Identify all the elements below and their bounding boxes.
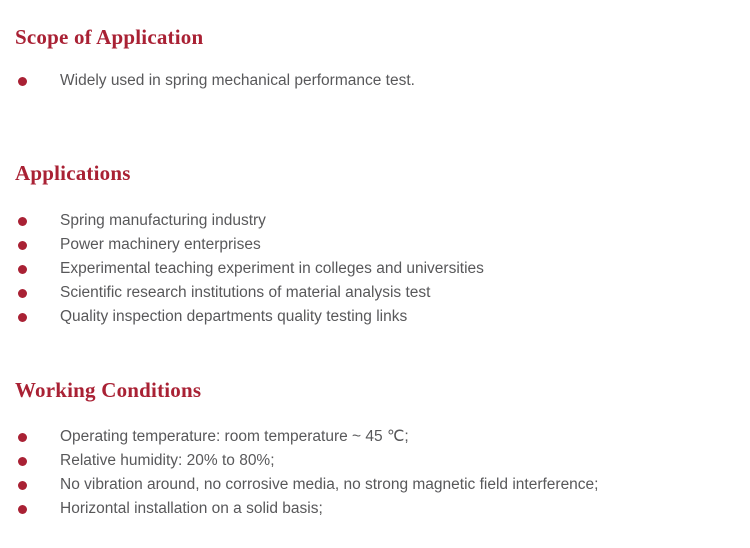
- section-heading-applications: Applications: [15, 161, 131, 185]
- bullet-dot-icon: [18, 312, 27, 322]
- bullet-dot-icon: [18, 240, 27, 250]
- list-item-text: Scientific research institutions of mate…: [60, 284, 431, 301]
- section-working-conditions: Working Conditions Operating temperature…: [15, 378, 730, 521]
- bullet-dot-icon: [18, 76, 27, 86]
- bullet-dot-icon: [18, 432, 27, 442]
- list-item: Horizontal installation on a solid basis…: [15, 497, 730, 521]
- bullet-dot-icon: [18, 456, 27, 466]
- list-item-text: Power machinery enterprises: [60, 236, 261, 253]
- list-item-text: No vibration around, no corrosive media,…: [60, 476, 599, 493]
- bullet-dot-icon: [18, 480, 27, 490]
- bullet-dot-icon: [18, 264, 27, 274]
- bullet-dot-icon: [18, 288, 27, 298]
- bullet-list: Operating temperature: room temperature …: [15, 425, 730, 521]
- section-applications: Applications Spring manufacturing indust…: [15, 161, 730, 329]
- list-item: Operating temperature: room temperature …: [15, 425, 730, 449]
- section-heading-scope-of-application: Scope of Application: [15, 25, 204, 49]
- list-item: Power machinery enterprises: [15, 233, 730, 257]
- section-scope-of-application: Scope of Application Widely used in spri…: [15, 25, 730, 93]
- section-heading-working-conditions: Working Conditions: [15, 378, 202, 402]
- list-item: No vibration around, no corrosive media,…: [15, 473, 730, 497]
- list-item: Spring manufacturing industry: [15, 209, 730, 233]
- list-item-text: Horizontal installation on a solid basis…: [60, 500, 323, 517]
- list-item-text: Relative humidity: 20% to 80%;: [60, 452, 275, 469]
- list-item-text: Quality inspection departments quality t…: [60, 308, 408, 325]
- list-item: Quality inspection departments quality t…: [15, 305, 730, 329]
- list-item: Experimental teaching experiment in coll…: [15, 257, 730, 281]
- list-item-text: Spring manufacturing industry: [60, 212, 266, 229]
- list-item: Relative humidity: 20% to 80%;: [15, 449, 730, 473]
- bullet-list: Spring manufacturing industry Power mach…: [15, 209, 730, 329]
- list-item-text: Experimental teaching experiment in coll…: [60, 260, 484, 277]
- bullet-dot-icon: [18, 216, 27, 226]
- list-item: Scientific research institutions of mate…: [15, 281, 730, 305]
- list-item-text: Operating temperature: room temperature …: [60, 428, 409, 445]
- list-item: Widely used in spring mechanical perform…: [15, 69, 730, 93]
- bullet-dot-icon: [18, 504, 27, 514]
- list-item-text: Widely used in spring mechanical perform…: [60, 72, 415, 89]
- bullet-list: Widely used in spring mechanical perform…: [15, 69, 730, 93]
